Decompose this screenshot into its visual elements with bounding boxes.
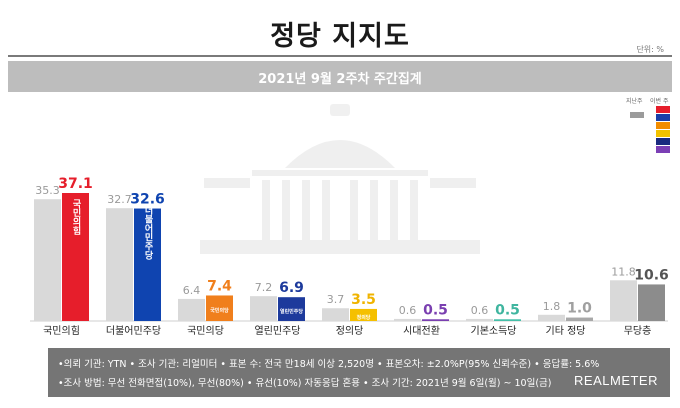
category-label: 기타 정당 [546,325,586,337]
bar-current [494,319,521,321]
bar-previous [250,296,277,321]
value-label-current: 32.6 [130,192,165,208]
bar-previous [34,199,61,321]
value-label-current: 0.5 [423,302,448,318]
title-divider [8,55,672,57]
bar-previous [106,208,133,321]
brand-logo: REALMETER [574,373,658,388]
footer-line-2: •조사 방법: 무선 전화면접(10%), 무선(80%) • 유선(10%) … [58,378,552,389]
bar-previous [178,298,205,321]
value-label-previous: 1.8 [543,300,561,313]
legend: 지난주 이번 주 [622,96,676,166]
category-label: 시대전환 [403,325,440,337]
value-label-previous: 32.7 [107,193,132,206]
legend-current-swatch [656,122,670,129]
value-label-previous: 0.6 [399,304,417,317]
bar-party-label: 열린민주당 [280,308,303,315]
value-label-current: 10.6 [634,267,669,283]
bar-previous [610,280,637,321]
unit-label: 단위: % [636,45,664,54]
value-label-previous: 0.6 [471,304,489,317]
value-label-current: 7.4 [207,278,232,294]
bar-previous [538,314,565,321]
value-label-previous: 6.4 [183,284,201,297]
value-label-previous: 35.3 [35,184,60,197]
value-label-previous: 7.2 [255,281,273,294]
bar-party-label: 국민의힘 [71,199,81,236]
value-label-current: 3.5 [351,292,376,308]
bar-current [638,284,665,321]
bar-current [62,193,89,321]
legend-current-swatches [656,106,670,154]
value-label-previous: 3.7 [327,293,345,306]
category-label: 열린민주당 [255,325,301,337]
footer-info: •의뢰 기관: YTN • 조사 기관: 리얼미터 • 표본 수: 전국 만18… [48,348,670,397]
chart-subtitle: 2021년 9월 2주차 주간집계 [258,72,422,87]
value-label-current: 1.0 [567,301,592,317]
legend-current-swatch [656,130,670,137]
bar-current [206,295,233,321]
category-label: 정의당 [336,325,364,337]
legend-current-swatch [656,106,670,113]
bar-party-label: 더불어민주당 [143,204,153,260]
capitol-watermark [200,104,480,254]
bar-current [350,308,377,321]
category-label: 국민의힘 [43,325,80,337]
bar-party-label: 정의당 [357,314,371,321]
bar-previous [322,308,349,321]
bar-current [566,317,593,321]
bar-current [134,208,161,321]
bar-previous [394,318,421,321]
bar-current [422,319,449,321]
footer-line-1: •의뢰 기관: YTN • 조사 기관: 리얼미터 • 표본 수: 전국 만18… [58,359,600,370]
value-label-current: 6.9 [279,280,304,296]
value-label-previous: 11.8 [611,265,636,278]
bar-current [278,297,305,321]
category-label: 기본소득당 [471,325,517,337]
legend-current-swatch [656,138,670,145]
value-label-current: 37.1 [58,176,93,192]
legend-previous-label: 지난주 [626,98,643,105]
category-label: 더불어민주당 [106,325,161,337]
bar-party-label: 국민의당 [210,307,229,314]
legend-current-label: 이번 주 [650,98,669,105]
subtitle-bar: 2021년 9월 2주차 주간집계 [8,61,672,92]
value-label-current: 0.5 [495,302,520,318]
legend-previous-swatch [630,112,644,118]
category-label: 무당층 [624,325,652,337]
bar-previous [466,318,493,321]
legend-current-swatch [656,146,670,153]
chart-title: 정당 지지도 [270,21,410,52]
legend-current-swatch [656,114,670,121]
category-label: 국민의당 [187,325,224,337]
